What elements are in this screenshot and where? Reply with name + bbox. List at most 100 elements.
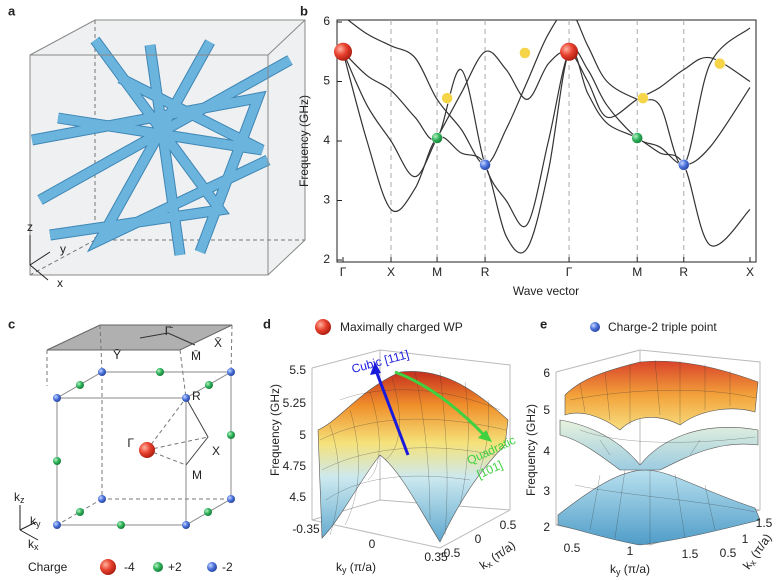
- surface: [557, 469, 761, 546]
- legend-label: Maximally charged WP: [340, 320, 463, 334]
- z-tick-label: 5.5: [289, 363, 306, 377]
- point: [205, 381, 213, 389]
- text-part: x: [485, 559, 495, 570]
- legend-label: +2: [168, 560, 182, 574]
- degeneracy-point: [519, 47, 531, 59]
- y-axis-label: Frequency (GHz): [297, 95, 311, 187]
- legend-marker: [207, 562, 217, 572]
- y-axis-label: ky (π/a): [336, 560, 376, 575]
- axis-label: z: [27, 220, 33, 234]
- x-tick-label: M: [632, 265, 642, 279]
- surface: [564, 360, 759, 431]
- legend-marker: [153, 562, 163, 572]
- degeneracy-point: [334, 42, 352, 61]
- text-part: k: [28, 537, 35, 551]
- text-part: y: [342, 565, 347, 575]
- point: [117, 521, 125, 529]
- x-axis-label: kx (π/a): [477, 538, 519, 573]
- z-tick-label: 4.75: [283, 459, 307, 473]
- y-tick-label: 5: [323, 74, 330, 88]
- projection-line: [46, 324, 233, 399]
- x-tick-label: Γ: [340, 265, 347, 279]
- plot-frame: [336, 19, 757, 263]
- axis-label: y: [60, 242, 66, 256]
- y-tick-label: 0.5: [564, 541, 581, 555]
- point: [53, 457, 61, 465]
- x-tick-label: 0.5: [500, 518, 517, 532]
- text-part: k: [610, 562, 617, 576]
- text-part: (π/a): [746, 531, 774, 563]
- x-tick-label: 1.5: [756, 516, 773, 530]
- y-tick-label: 3: [323, 193, 330, 207]
- point: [98, 368, 106, 376]
- axis-arrows: [29, 235, 51, 281]
- x-tick-label: M: [432, 265, 442, 279]
- text-part: k: [30, 514, 37, 528]
- z-axis-label: Frequency (GHz): [524, 404, 538, 496]
- panel-labels: a b c d e: [8, 3, 547, 331]
- text-part: (π/a): [486, 538, 518, 566]
- shape: [569, 359, 757, 545]
- x-tick-label: 0.5: [720, 546, 737, 560]
- y-tick-label: 1.5: [682, 547, 699, 561]
- z-tick-label: 4: [543, 444, 550, 458]
- text-part: x: [34, 542, 39, 552]
- bz-path: [185, 397, 209, 466]
- legend-label: -2: [222, 560, 233, 574]
- x-axis-label: Wave vector: [513, 284, 579, 298]
- y-axis-label: ky (π/a): [610, 562, 650, 577]
- x-tick-label: X: [387, 265, 395, 279]
- panel-b: Frequency (GHz) Wave vector 2 3 4 5 6 Γ X M R Γ M R…: [297, 14, 757, 298]
- text-part: (π/a): [620, 562, 650, 576]
- legend-label: -4: [124, 560, 135, 574]
- point: [227, 368, 235, 376]
- panel-a: z y x: [27, 19, 306, 290]
- text-part: k: [14, 490, 21, 504]
- text-part: (π/a): [346, 560, 376, 574]
- degeneracy-point: [560, 42, 579, 61]
- axis-label: kx: [28, 537, 39, 552]
- cube-edge: [29, 19, 306, 276]
- band-line: [347, 20, 751, 166]
- surface-path: [139, 332, 196, 346]
- degeneracy-point: [678, 159, 690, 171]
- axis-label: ky: [30, 514, 41, 529]
- degeneracy-point: [637, 92, 649, 104]
- label: M̄: [191, 349, 201, 363]
- point: [227, 495, 235, 503]
- panel-d: Maximally charged WP Cubic [111] Quadrat…: [268, 319, 518, 575]
- y-tick-label: 1: [627, 544, 634, 558]
- degeneracy-point: [479, 159, 491, 171]
- degeneracy-point: [631, 132, 643, 144]
- text-part: y: [36, 519, 41, 529]
- strut: [31, 37, 293, 256]
- x-tick-label: X: [746, 265, 754, 279]
- label: Γ: [127, 436, 134, 450]
- surface: [559, 419, 759, 471]
- label: X: [212, 444, 220, 458]
- legend-title: Charge: [28, 560, 68, 574]
- y-tick-label: 0: [369, 537, 376, 551]
- point: [53, 394, 61, 402]
- z-tick-label: 6: [543, 366, 550, 380]
- x-tick-label: -0.5: [440, 546, 461, 560]
- y-tick-label: 4: [323, 133, 330, 147]
- band-line: [342, 47, 751, 228]
- label: Ȳ: [113, 348, 121, 362]
- z-tick-label: 5: [299, 428, 306, 442]
- panel-label: a: [8, 3, 16, 18]
- arrow-head: [478, 430, 492, 442]
- label: R: [192, 389, 201, 403]
- axis-arrows: [19, 505, 39, 541]
- legend-marker: [590, 322, 600, 332]
- label: M: [192, 468, 202, 482]
- panel-label: c: [8, 316, 15, 331]
- legend-marker: [315, 319, 331, 335]
- z-tick-label: 5.25: [283, 396, 307, 410]
- y-tick-label: -0.35: [292, 522, 320, 536]
- y-tick-label: 0.35: [424, 550, 448, 564]
- point: [98, 495, 106, 503]
- panel-c: Γ̄ Ȳ X̄ M̄ R Γ X M kz ky kx Charge -4 +2…: [14, 324, 235, 575]
- z-tick-label: 3: [543, 484, 550, 498]
